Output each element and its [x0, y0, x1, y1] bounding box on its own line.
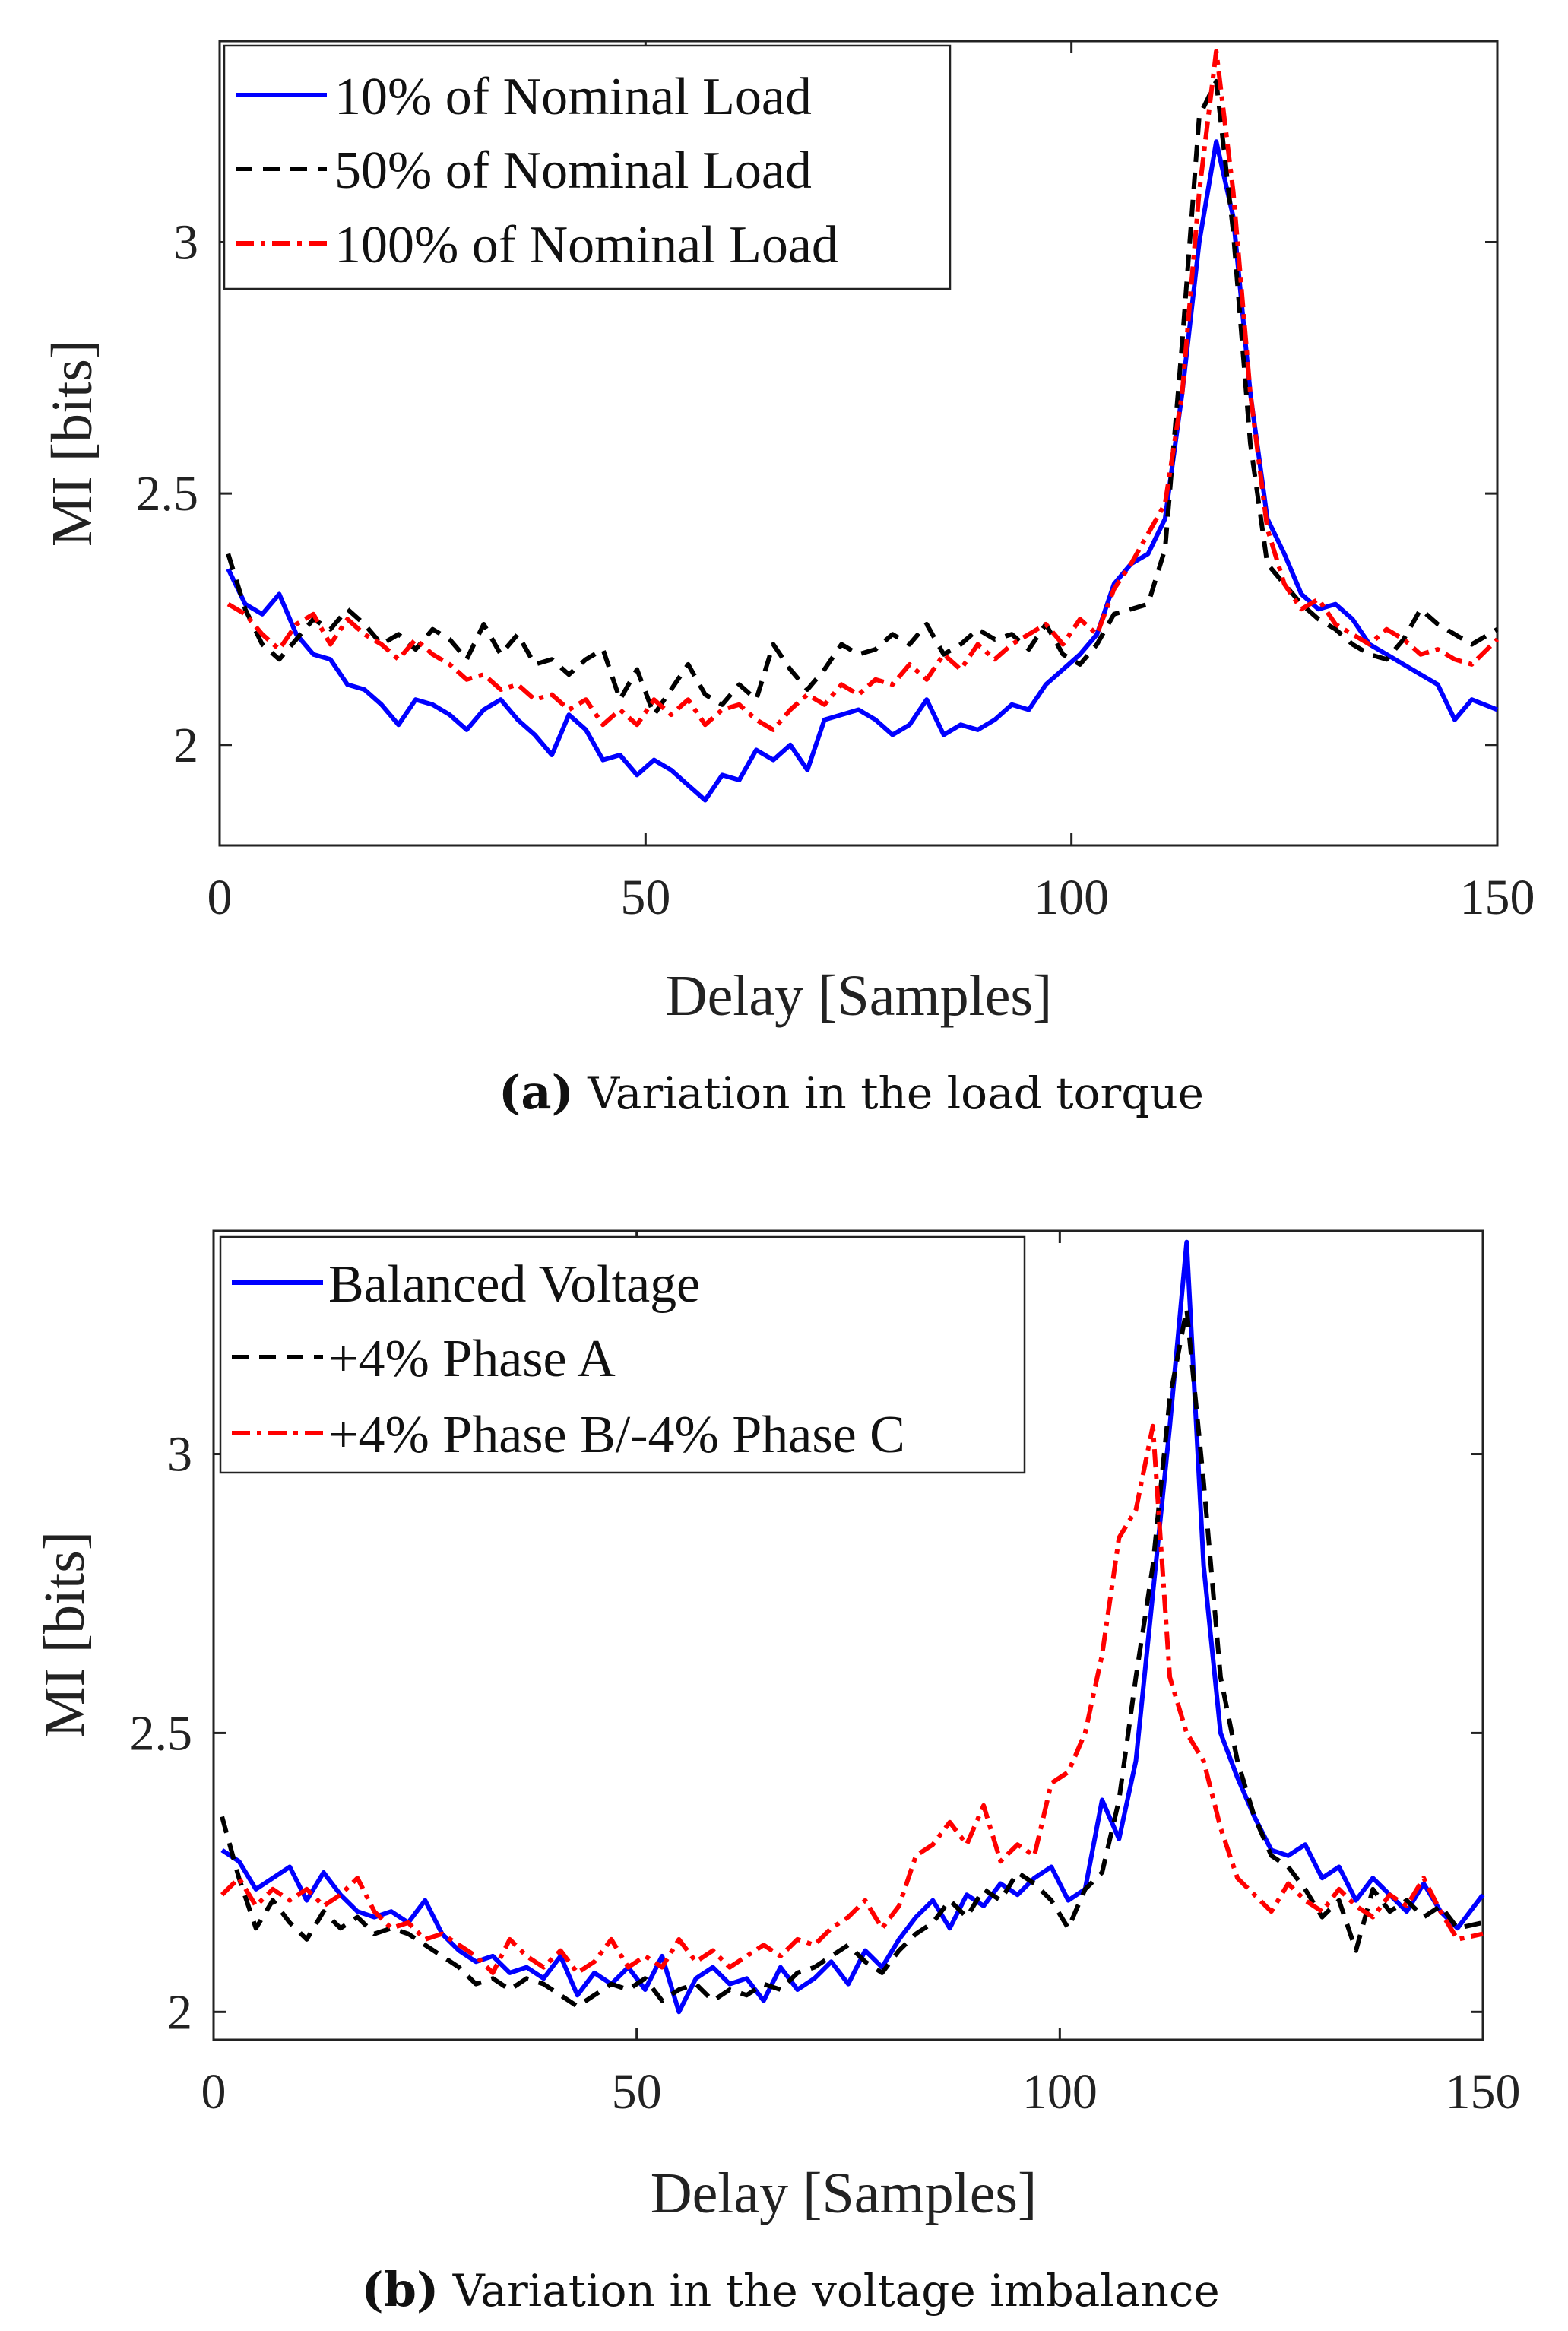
legend-box	[219, 1235, 1026, 1474]
series-line-1	[226, 139, 1499, 803]
x-tick-label: 150	[1460, 870, 1535, 925]
y-axis-label: MI [bits]	[33, 1531, 97, 1738]
y-tick-label: 2.5	[136, 466, 199, 522]
legend-label-series-1: 10% of Nominal Load	[334, 68, 812, 126]
y-tick-label: 3	[173, 215, 198, 271]
x-tick-label: 100	[1034, 870, 1109, 925]
y-ticks: 22.53	[130, 1427, 1483, 2040]
legend-label-series-2: 50% of Nominal Load	[334, 141, 812, 200]
series-line-1	[220, 1239, 1485, 2015]
legend-label-series-1: Balanced Voltage	[328, 1255, 700, 1314]
x-tick-label: 0	[207, 870, 233, 925]
x-tick-label: 50	[612, 2064, 662, 2120]
legend-label-series-3: 100% of Nominal Load	[334, 216, 838, 274]
y-tick-label: 2	[173, 718, 198, 773]
series-line-3	[220, 1423, 1484, 1975]
series-line-3	[226, 49, 1500, 732]
x-ticks: 0 50 100 150	[201, 1231, 1521, 2120]
caption-b: (b) Variation in the voltage imbalance	[361, 2262, 1219, 2317]
x-tick-label: 50	[620, 870, 670, 925]
legend: 10% of Nominal Load 50% of Nominal Load …	[223, 44, 952, 290]
caption-a: (a) Variation in the load torque	[499, 1064, 1204, 1120]
legend: Balanced Voltage +4% Phase A +4% Phase B…	[219, 1235, 1026, 1474]
series-layer	[220, 1239, 1485, 2015]
chart-panel-a: 0 50 100 150 2 2.5 3 10% of Nominal Load 50% …	[40, 40, 1535, 1120]
caption-a-tag: a	[521, 1064, 551, 1120]
series-layer	[226, 49, 1500, 803]
y-tick-label: 2.5	[130, 1705, 193, 1761]
series-line-2	[220, 1306, 1484, 2009]
x-tick-label: 0	[201, 2064, 226, 2120]
y-tick-label: 3	[167, 1427, 192, 1483]
chart-panel-b: 0 50 100 150 22.53 Balanced Voltage +4% Pha…	[33, 1229, 1521, 2317]
legend-label-series-3: +4% Phase B/-4% Phase C	[328, 1406, 905, 1464]
legend-box	[223, 44, 952, 290]
legend-label-series-2: +4% Phase A	[328, 1330, 616, 1388]
x-ticks: 0 50 100 150	[207, 41, 1535, 925]
caption-a-text: Variation in the load torque	[587, 1067, 1204, 1119]
caption-b-tag: b	[384, 2262, 417, 2317]
y-tick-label: 2	[167, 1984, 192, 2040]
x-axis-label: Delay [Samples]	[651, 2161, 1037, 2225]
series-line-2	[226, 78, 1499, 718]
x-tick-label: 100	[1022, 2064, 1098, 2120]
y-axis-label: MI [bits]	[40, 340, 104, 547]
caption-b-text: Variation in the voltage imbalance	[452, 2265, 1220, 2317]
x-axis-label: Delay [Samples]	[666, 964, 1053, 1028]
x-tick-label: 150	[1446, 2064, 1521, 2120]
